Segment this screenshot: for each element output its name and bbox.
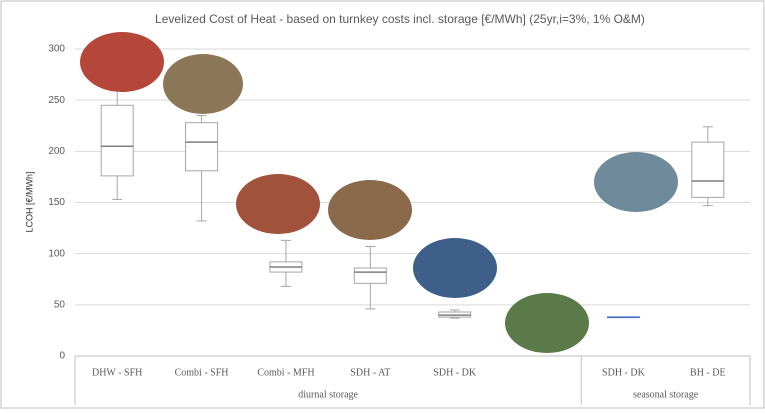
photo <box>328 180 412 240</box>
box <box>354 268 386 283</box>
box <box>101 105 133 176</box>
y-tick-label: 100 <box>48 248 65 259</box>
y-tick-label: 50 <box>54 299 66 310</box>
photo <box>505 293 589 353</box>
group-label: diurnal storage <box>298 389 358 400</box>
x-tick-label: SDH - DK <box>433 367 477 378</box>
y-tick-label: 300 <box>48 44 65 55</box>
photo <box>80 32 164 92</box>
x-tick-label: BH - DE <box>690 367 726 378</box>
y-tick-label: 200 <box>48 146 65 157</box>
photo <box>413 238 497 298</box>
x-tick-label: Combi - MFH <box>257 367 314 378</box>
y-tick-label: 250 <box>48 95 65 106</box>
y-axis-label: LCOH [€/MWh] <box>24 171 34 232</box>
y-tick-label: 0 <box>59 351 65 362</box>
photo <box>163 54 243 114</box>
box <box>186 123 218 171</box>
x-tick-label: DHW - SFH <box>92 367 142 378</box>
chart: Levelized Cost of Heat - based on turnke… <box>0 0 765 409</box>
photo <box>594 152 678 212</box>
x-tick-label: SDH - DK <box>602 367 646 378</box>
x-tick-label: SDH - AT <box>350 367 390 378</box>
chart-title: Levelized Cost of Heat - based on turnke… <box>155 12 645 26</box>
box <box>692 142 724 197</box>
photo <box>236 174 320 234</box>
y-tick-label: 150 <box>48 197 65 208</box>
group-label: seasonal storage <box>633 389 699 400</box>
x-tick-label: Combi - SFH <box>175 367 229 378</box>
